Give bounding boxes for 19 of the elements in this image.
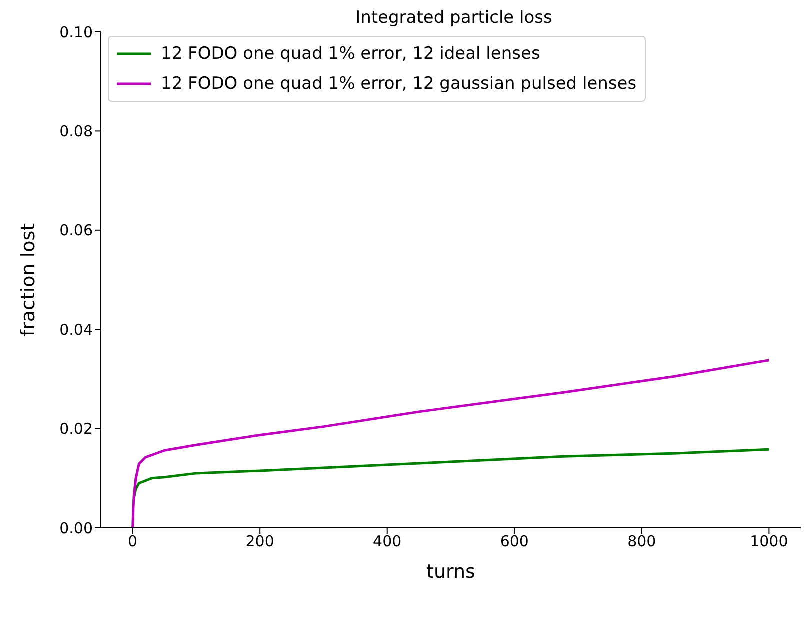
- line-series: [132, 448, 770, 500]
- y-tick-label: 0.02: [60, 420, 93, 438]
- y-tick-label: 0.06: [60, 222, 93, 240]
- legend-label: 12 FODO one quad 1% error, 12 ideal lenses: [161, 43, 540, 66]
- y-tick-label: 0.08: [60, 122, 93, 141]
- line-series: [132, 359, 770, 528]
- y-tick-label: 0.04: [60, 320, 93, 339]
- x-tick-label: 400: [373, 532, 402, 551]
- y-tick-label: 0.10: [60, 23, 93, 42]
- y-axis-title: fraction lost: [18, 223, 40, 337]
- x-tick-label: 1000: [750, 532, 788, 551]
- x-tick-label: 200: [246, 532, 274, 551]
- y-tick-label: 0.00: [60, 519, 93, 538]
- x-axis-title: turns: [426, 561, 476, 583]
- x-tick-label: 0: [128, 532, 138, 551]
- legend-label: 12 FODO one quad 1% error, 12 gaussian pulsed lenses: [161, 73, 637, 96]
- x-tick-label: 800: [628, 532, 656, 551]
- x-tick-label: 600: [500, 532, 529, 551]
- chart-title: Integrated particle loss: [354, 8, 554, 28]
